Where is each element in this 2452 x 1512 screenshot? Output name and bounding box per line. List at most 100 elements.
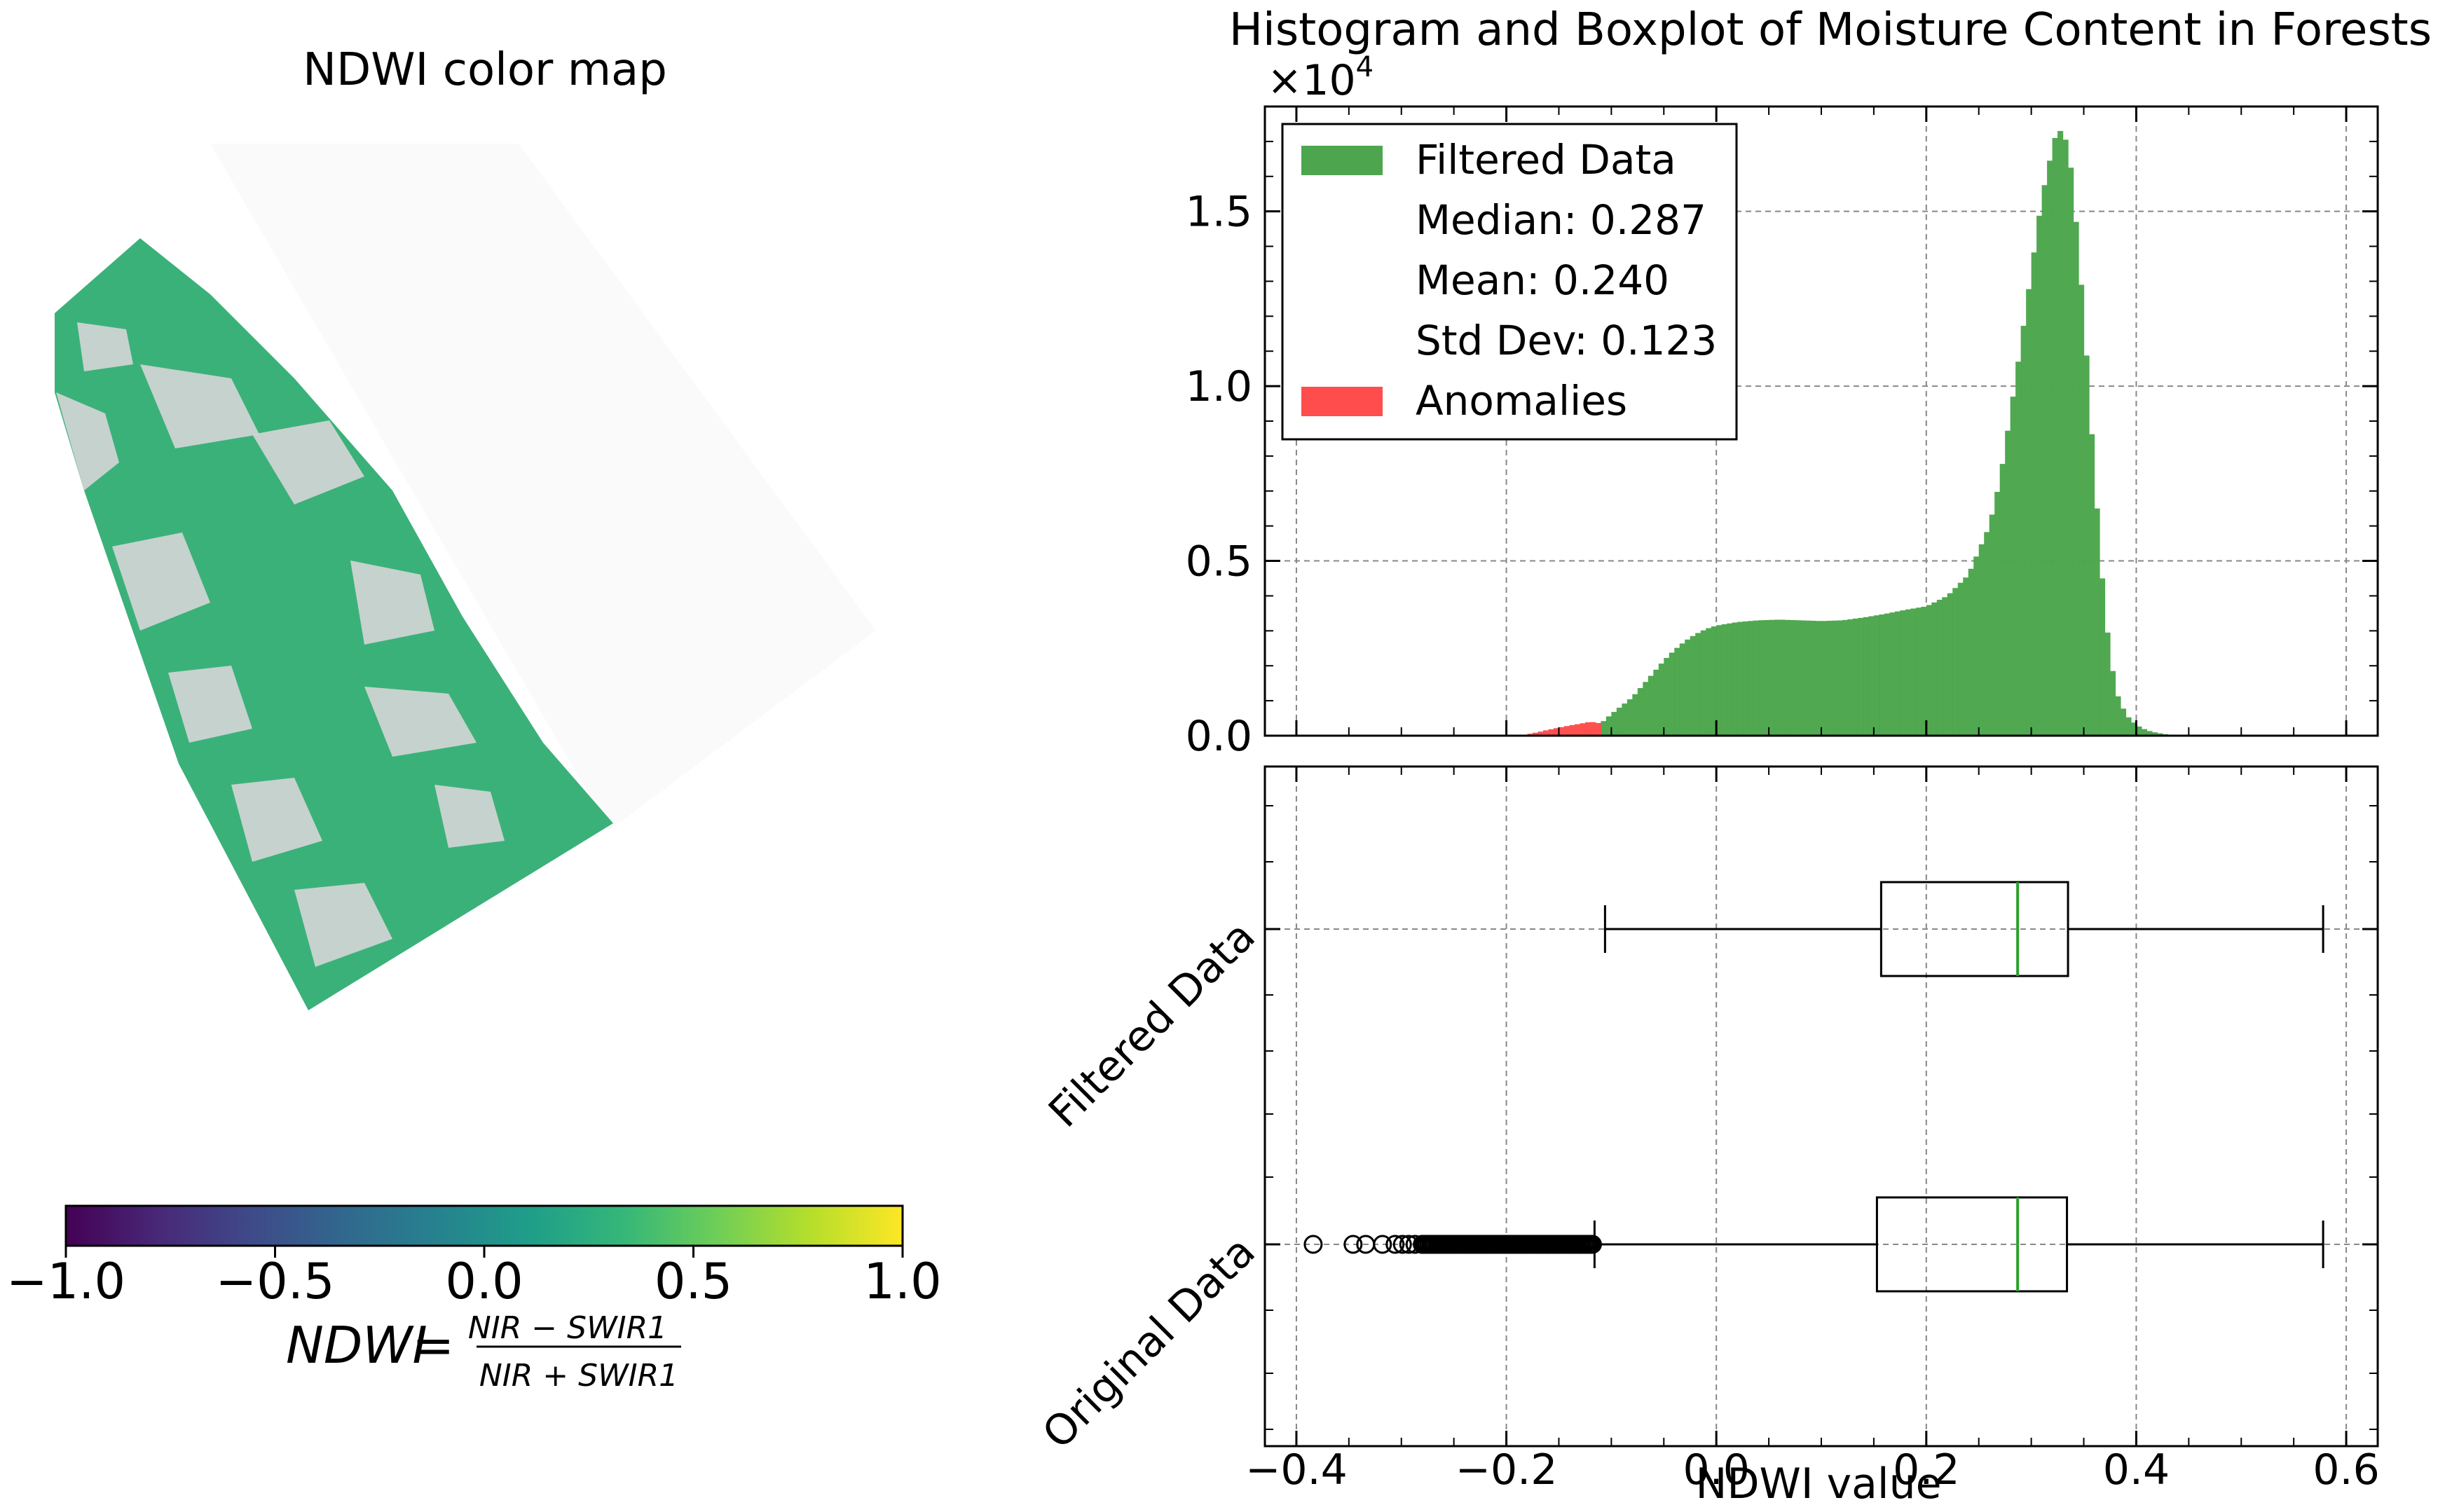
- histogram-bar-filtered-data: [1690, 635, 1696, 736]
- histogram-bar-anomalies: [1595, 722, 1601, 736]
- histogram-bar-filtered-data: [1894, 611, 1900, 736]
- map-gray-patch: [231, 778, 322, 862]
- histogram-bar-filtered-data: [2062, 139, 2069, 736]
- histogram-bar-filtered-data: [1664, 657, 1670, 736]
- formula-lhs: NDWI: [286, 1316, 427, 1375]
- histogram-bar-filtered-data: [1921, 607, 1927, 736]
- histogram-bar-filtered-data: [1952, 588, 1959, 736]
- legend-entry: Std Dev: 0.123: [1416, 317, 1717, 364]
- box-original-data: [1303, 1196, 2324, 1293]
- legend-swatch-anomalies: [1301, 387, 1383, 416]
- histogram-bar-filtered-data: [2052, 137, 2058, 736]
- map-gray-patch: [434, 785, 505, 848]
- histogram-bar-filtered-data: [1695, 633, 1701, 736]
- histogram-bar-filtered-data: [1821, 621, 1828, 736]
- histogram-bar-filtered-data: [1632, 694, 1638, 736]
- y-category-label: Filtered Data: [1039, 912, 1264, 1136]
- histogram-bar-anomalies: [1563, 726, 1570, 736]
- histogram-bar-filtered-data: [1742, 621, 1748, 736]
- colorbar: −1.0 −0.5 0.0 0.5 1.0: [6, 1204, 942, 1310]
- histogram-bar-filtered-data: [1716, 625, 1722, 736]
- flier-point: [1303, 1235, 1323, 1254]
- histogram-bar-filtered-data: [1774, 619, 1780, 736]
- histogram-bar-filtered-data: [1795, 620, 1801, 736]
- histogram-bar-filtered-data: [1643, 682, 1649, 736]
- histogram-bar-filtered-data: [2130, 722, 2137, 736]
- ndwi-formula: NDWI = NIR − SWIR1 NIR + SWIR1: [286, 1310, 681, 1394]
- x-tick-label: 0.4: [2103, 1445, 2170, 1494]
- histogram-bar-anomalies: [1580, 723, 1586, 736]
- box-filtered-data: [1603, 881, 2324, 977]
- histogram-bar-anomalies: [1543, 730, 1549, 736]
- formula-numerator: NIR − SWIR1: [468, 1310, 667, 1346]
- histogram-bar-filtered-data: [1831, 620, 1838, 736]
- histogram-bar-filtered-data: [1910, 608, 1917, 736]
- histogram-bar-filtered-data: [1868, 616, 1875, 736]
- colorbar-tick-label: −0.5: [216, 1253, 335, 1310]
- histogram-bar-filtered-data: [2109, 671, 2116, 736]
- map-gray-patch: [252, 420, 364, 504]
- histogram-bar-anomalies: [1590, 722, 1596, 736]
- histogram-bar-filtered-data: [1957, 582, 1964, 736]
- histogram-bar-filtered-data: [1611, 712, 1617, 736]
- x-tick-label: −0.4: [1245, 1445, 1348, 1494]
- colorbar-tick-label: 0.0: [445, 1253, 523, 1310]
- y-tick-label: 1.5: [1186, 188, 1252, 237]
- histogram-bar-filtered-data: [1889, 612, 1896, 736]
- histogram-bar-filtered-data: [1779, 619, 1786, 736]
- histogram-bar-filtered-data: [1837, 620, 1843, 736]
- histogram-bar-filtered-data: [1858, 617, 1864, 736]
- histogram-bar-filtered-data: [2020, 326, 2027, 736]
- histogram-bar-filtered-data: [1685, 639, 1691, 736]
- histogram-bar-filtered-data: [1622, 703, 1628, 736]
- flier-point: [1392, 1235, 1412, 1254]
- histogram-bar-filtered-data: [1784, 619, 1790, 736]
- histogram-bar-filtered-data: [1905, 609, 1911, 736]
- histogram-bar-filtered-data: [1989, 514, 1995, 736]
- map-gray-patch: [294, 883, 392, 967]
- map-gray-patch: [168, 666, 252, 743]
- colorbar-gradient: [64, 1204, 904, 1247]
- legend-entry: Mean: 0.240: [1416, 256, 1669, 304]
- histogram-bar-filtered-data: [2125, 717, 2132, 736]
- histogram-bar-filtered-data: [1605, 716, 1612, 736]
- histogram-bar-filtered-data: [1847, 619, 1854, 736]
- histogram-bar-filtered-data: [1711, 626, 1717, 736]
- histogram-bar-filtered-data: [1900, 610, 1906, 736]
- histogram-bar-filtered-data: [1826, 620, 1833, 736]
- map-cloud-patches: [56, 322, 505, 967]
- histogram-bar-filtered-data: [2136, 726, 2142, 736]
- histogram-bar-filtered-data: [2146, 731, 2153, 736]
- histogram-bar-filtered-data: [2120, 708, 2127, 736]
- histogram-bar-filtered-data: [1978, 544, 1985, 736]
- histogram-bar-anomalies: [1533, 732, 1539, 736]
- x-tick-label: −0.2: [1456, 1445, 1558, 1494]
- histogram-bar-filtered-data: [1674, 647, 1680, 736]
- legend: Filtered Data Median: 0.287 Mean: 0.240 Std…: [1281, 123, 1738, 441]
- formula-equals: =: [412, 1316, 454, 1375]
- histogram-bar-filtered-data: [1653, 669, 1659, 736]
- y-category-label: Original Data: [1033, 1227, 1264, 1458]
- box-iqr: [1875, 1196, 2069, 1293]
- histogram-bar-anomalies: [1559, 727, 1565, 736]
- histogram-bar-filtered-data: [2057, 130, 2064, 736]
- histogram-bar-filtered-data: [1931, 602, 1938, 736]
- histogram-bar-filtered-data: [2041, 185, 2048, 736]
- histogram-axes: 0.00.51.01.5 Frequency ×104 Filtered Dat…: [1186, 51, 2379, 761]
- histogram-bar-filtered-data: [1926, 605, 1932, 736]
- histogram-bar-filtered-data: [1963, 577, 1969, 736]
- histogram-bar-filtered-data: [1732, 622, 1738, 736]
- histogram-bar-filtered-data: [1769, 619, 1775, 736]
- histogram-bar-filtered-data: [2015, 362, 2022, 736]
- flier-point: [1582, 1235, 1602, 1254]
- histogram-bar-anomalies: [1548, 729, 1554, 736]
- legend-entry: Median: 0.287: [1416, 196, 1706, 244]
- histogram-bar-filtered-data: [2151, 732, 2158, 736]
- histogram-bar-filtered-data: [1915, 607, 1922, 736]
- histogram-bar-filtered-data: [1863, 617, 1870, 736]
- histogram-bar-filtered-data: [1727, 623, 1733, 736]
- histogram-bar-anomalies: [1574, 724, 1581, 736]
- map-gray-patch: [140, 364, 259, 448]
- map-extent-faint: [210, 144, 876, 830]
- histogram-bar-filtered-data: [1721, 624, 1727, 736]
